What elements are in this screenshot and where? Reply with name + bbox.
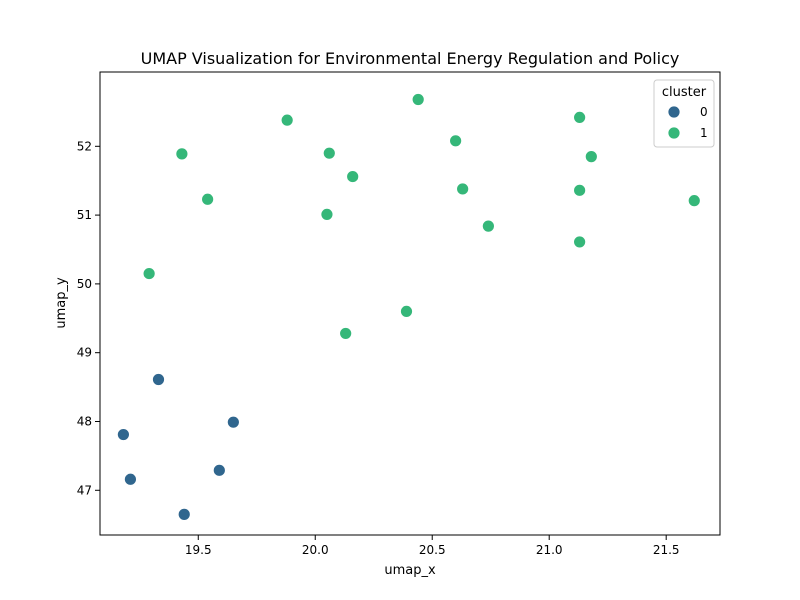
y-tick-label: 50 — [77, 277, 92, 291]
scatter-point-cluster-1 — [481, 219, 495, 233]
y-tick-label: 47 — [77, 483, 92, 497]
scatter-point-cluster-0 — [152, 373, 165, 386]
scatter-point-cluster-0 — [124, 472, 137, 486]
scatter-point-cluster-1 — [322, 146, 336, 160]
scatter-point-cluster-1 — [456, 182, 470, 196]
scatter-point-cluster-1 — [142, 267, 156, 280]
scatter-point-cluster-1 — [573, 235, 587, 249]
y-tick-label: 49 — [77, 346, 92, 360]
legend-label-cluster-1: 1 — [700, 126, 708, 140]
x-tick-label: 20.0 — [302, 543, 329, 557]
y-tick-label: 51 — [77, 208, 92, 222]
x-tick-label: 20.5 — [419, 543, 446, 557]
x-axis-ticks: 19.5 20.0 20.5 21.0 21.5 — [185, 535, 680, 557]
scatter-point-cluster-1 — [573, 111, 587, 124]
y-axis-ticks: 47 48 49 50 51 52 — [77, 139, 100, 497]
y-axis-label: umap_y — [54, 277, 69, 329]
scatter-point-cluster-1 — [573, 183, 587, 197]
scatter-point-cluster-1 — [346, 170, 360, 183]
x-axis-label: umap_x — [384, 563, 436, 578]
legend-title: cluster — [662, 85, 707, 100]
scatter-point-cluster-1 — [687, 194, 701, 208]
legend-marker-cluster-0 — [667, 105, 681, 119]
legend: cluster 01 — [653, 79, 715, 148]
scatter-point-cluster-1 — [175, 147, 189, 161]
x-tick-label: 21.5 — [653, 543, 680, 557]
legend-items: 01 — [667, 105, 708, 140]
scatter-point-cluster-1 — [339, 327, 353, 340]
plot-frame — [99, 71, 721, 536]
scatter-point-cluster-1 — [400, 305, 413, 318]
scatter-point-cluster-1 — [201, 192, 215, 206]
scatter-point-cluster-0 — [177, 507, 191, 521]
scatter-point-cluster-0 — [116, 428, 130, 441]
scatter-point-cluster-1 — [411, 93, 425, 106]
scatter-point-cluster-0 — [226, 415, 240, 429]
x-tick-label: 19.5 — [185, 543, 212, 557]
x-tick-label: 21.0 — [536, 543, 563, 557]
y-tick-label: 52 — [77, 139, 92, 153]
plot-area — [116, 93, 701, 521]
scatter-point-cluster-1 — [584, 150, 598, 164]
scatter-point-cluster-1 — [449, 134, 463, 148]
scatter-point-cluster-1 — [280, 113, 294, 127]
chart-title: UMAP Visualization for Environmental Ene… — [141, 49, 680, 68]
scatter-point-cluster-1 — [320, 208, 334, 221]
y-tick-label: 48 — [77, 414, 92, 428]
legend-marker-cluster-1 — [667, 126, 681, 140]
legend-label-cluster-0: 0 — [700, 105, 708, 119]
scatter-point-cluster-0 — [212, 463, 226, 477]
